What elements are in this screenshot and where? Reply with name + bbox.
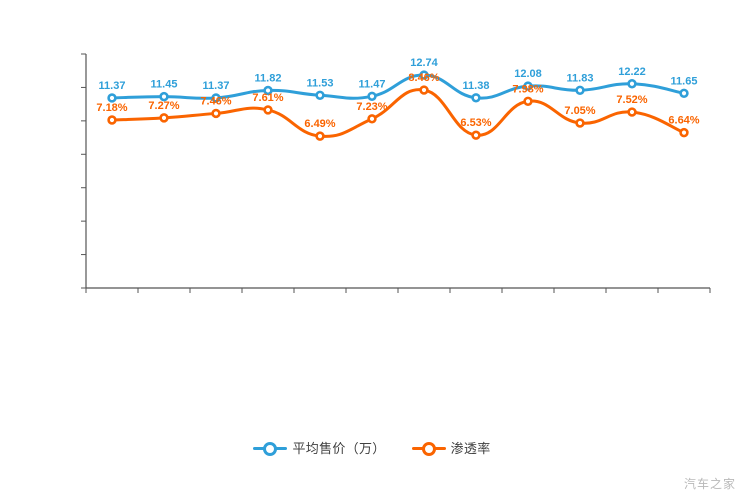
data-point[interactable] [159,113,169,123]
data-point[interactable] [679,88,689,98]
data-point[interactable] [367,91,377,101]
legend-item-average-price[interactable]: 平均售价（万） [253,438,385,457]
data-label: 11.38 [463,80,490,92]
data-label: 7.46% [200,95,231,107]
data-point[interactable] [575,85,585,95]
axes [85,54,710,289]
data-point[interactable] [523,81,533,91]
data-point[interactable] [211,108,221,119]
circle-marker-blue-icon [253,441,288,456]
watermark: 汽车之家 [683,477,736,491]
data-label: 11.47 [359,78,386,90]
data-point[interactable] [315,90,325,100]
data-point[interactable] [627,79,637,89]
data-point[interactable] [211,93,221,103]
data-label: 11.37 [203,80,230,92]
data-point[interactable] [107,93,117,103]
legend-label-average-price: 平均售价（万） [292,441,386,456]
data-label: 8.46% [408,72,439,84]
data-label: 11.45 [151,79,178,91]
y-axis-ticks [81,53,86,289]
chart-legend: 平均售价（万） 渗透率 [0,438,744,457]
data-label: 7.52% [616,94,647,106]
legend-label-penetration-rate: 渗透率 [450,441,491,456]
data-label: 7.98% [512,83,543,95]
data-label: 11.82 [255,72,282,84]
data-label: 7.18% [96,102,127,114]
data-label: 11.37 [99,80,126,92]
data-point[interactable] [159,91,169,102]
data-point[interactable] [315,131,325,141]
data-label: 11.53 [307,77,334,89]
data-point[interactable] [107,115,117,125]
data-label: 11.83 [567,72,594,84]
data-point[interactable] [367,114,377,124]
data-point[interactable] [263,85,273,96]
data-point[interactable] [471,93,481,103]
data-label: 7.27% [148,100,179,112]
legend-item-penetration-rate[interactable]: 渗透率 [411,438,491,457]
data-label: 7.23% [356,101,387,113]
data-point[interactable] [263,105,273,115]
data-label: 11.65 [671,75,698,87]
data-label: 6.49% [304,118,335,130]
data-label: 6.53% [460,117,491,129]
data-point[interactable] [627,107,637,117]
data-point[interactable] [471,130,481,140]
data-point[interactable] [419,85,429,95]
data-point[interactable] [419,70,429,80]
data-point[interactable] [523,96,533,106]
series-line-average-price [110,73,686,100]
series-layer [107,70,689,141]
data-label: 12.74 [410,57,438,69]
data-label: 6.64% [668,115,699,127]
data-label: 12.22 [618,66,646,78]
x-axis-ticks [85,288,711,293]
data-label: 12.08 [514,68,542,80]
data-labels-layer: 11.37 11.45 11.37 11.82 11.53 11.47 12.74 11.38… [96,57,699,130]
data-label: 7.05% [564,105,595,117]
data-point[interactable] [575,118,585,128]
data-label: 7.61% [252,92,283,104]
data-point[interactable] [679,127,689,138]
circle-marker-orange-icon [411,441,446,456]
